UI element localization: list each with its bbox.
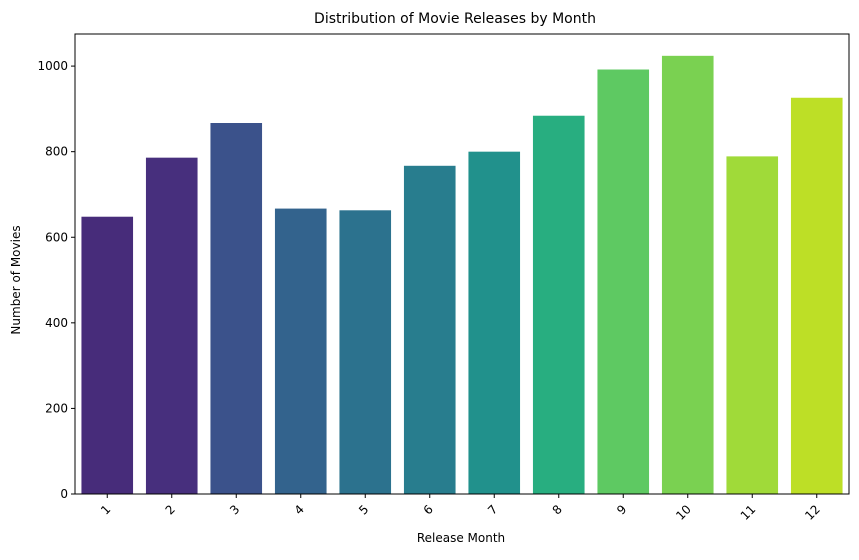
x-tick-label: 1	[98, 502, 113, 517]
bar-month-7	[468, 151, 521, 494]
y-tick-label: 1000	[37, 59, 68, 73]
y-axis-label: Number of Movies	[9, 225, 23, 334]
bar-month-3	[210, 123, 263, 495]
bar-month-5	[339, 210, 392, 494]
bar-month-2	[145, 157, 198, 495]
bar-month-10	[661, 55, 714, 495]
y-tick-label: 600	[45, 230, 68, 244]
x-tick-label: 7	[485, 502, 500, 517]
y-tick-label: 800	[45, 145, 68, 159]
x-tick-label: 11	[738, 502, 759, 523]
y-tick-label: 200	[45, 401, 68, 415]
y-tick-label: 400	[45, 316, 68, 330]
x-tick-label: 12	[802, 502, 823, 523]
x-axis-ticks: 1 2 3 4 5 6 7 8 9 10 11 12	[98, 494, 823, 523]
bar-month-6	[403, 165, 456, 494]
bar-month-11	[726, 156, 779, 494]
bar-month-12	[790, 97, 843, 494]
bar-month-1	[81, 216, 134, 494]
bar-month-8	[532, 115, 585, 495]
x-tick-label: 9	[614, 502, 629, 517]
x-tick-label: 4	[292, 502, 307, 517]
bar-month-9	[597, 69, 650, 494]
x-tick-label: 2	[163, 502, 178, 517]
y-tick-label: 0	[60, 487, 68, 501]
plot-frame	[74, 33, 850, 495]
bar-month-4	[274, 208, 327, 494]
x-tick-label: 8	[550, 502, 565, 517]
x-tick-label: 5	[356, 502, 371, 517]
x-axis-label: Release Month	[417, 531, 505, 545]
bars-group	[81, 55, 843, 495]
x-tick-label: 10	[673, 502, 694, 523]
x-tick-label: 6	[421, 502, 436, 517]
chart-title: Distribution of Movie Releases by Month	[314, 11, 596, 27]
x-tick-label: 3	[227, 502, 242, 517]
y-axis-ticks: 0 200 400 600 800 1000	[37, 59, 75, 501]
